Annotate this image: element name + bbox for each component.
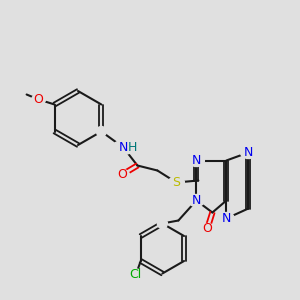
Text: N: N [222, 212, 231, 225]
Text: N: N [119, 141, 128, 154]
Text: O: O [117, 168, 127, 181]
Ellipse shape [168, 176, 184, 188]
Ellipse shape [128, 269, 144, 281]
Text: Cl: Cl [130, 268, 142, 281]
Ellipse shape [218, 212, 234, 224]
Text: N: N [244, 146, 253, 159]
Text: S: S [172, 176, 180, 189]
Ellipse shape [188, 194, 204, 206]
Text: O: O [202, 222, 212, 235]
Ellipse shape [96, 127, 106, 136]
Ellipse shape [158, 218, 167, 229]
Ellipse shape [200, 224, 214, 233]
Ellipse shape [112, 140, 134, 154]
Ellipse shape [32, 94, 46, 104]
Ellipse shape [240, 146, 256, 158]
Text: H: H [128, 141, 137, 154]
Text: N: N [192, 194, 201, 207]
Text: N: N [192, 154, 201, 167]
Ellipse shape [116, 169, 129, 179]
Ellipse shape [188, 154, 204, 166]
Text: O: O [34, 93, 44, 106]
